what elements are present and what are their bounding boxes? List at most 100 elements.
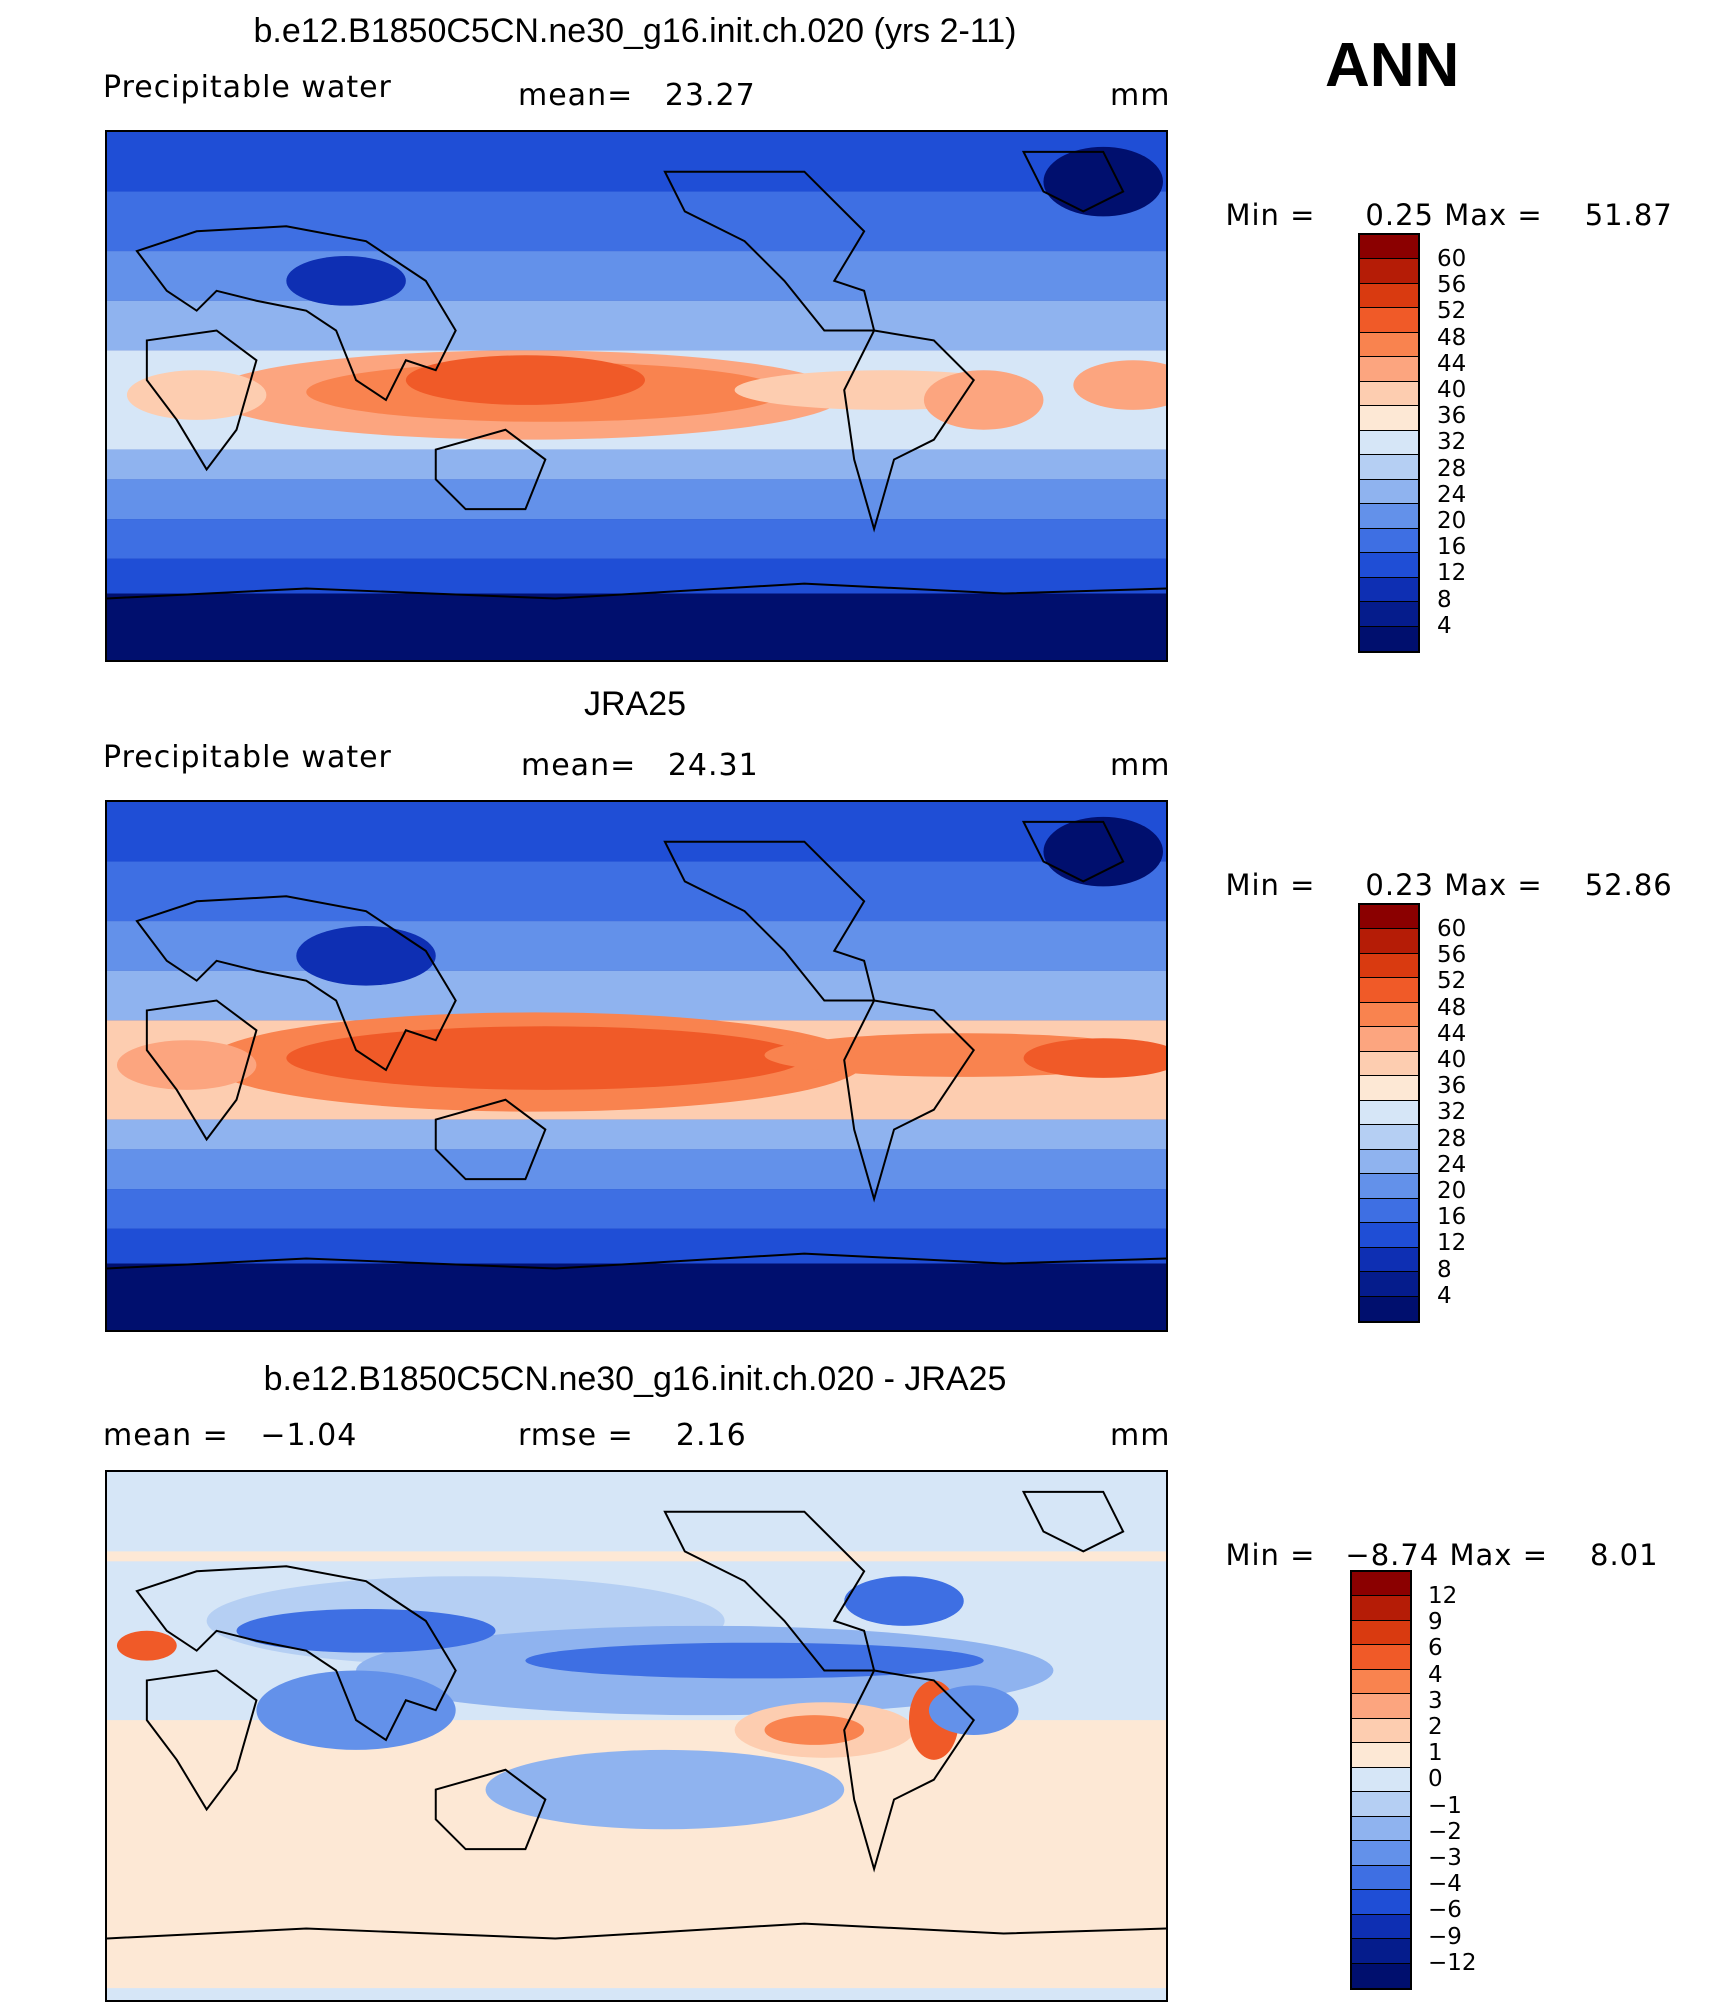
colorbar-swatch [1352,1890,1410,1915]
rmse-label-diff: rmse = 2.16 [518,1418,747,1453]
colorbar-tick-label: 16 [1437,1204,1467,1231]
units-label-model: mm [1110,78,1171,113]
colorbar-swatch [1360,978,1418,1003]
colorbar-diff [1350,1570,1412,1990]
colorbar-tick-label: −12 [1428,1949,1477,1976]
min-max-diff: Min = −8.74 Max = 8.01 [1205,1504,1659,1572]
colorbar-swatch [1360,1051,1418,1077]
colorbar-swatch [1352,1572,1410,1597]
min-label-obs: Min = [1225,868,1316,902]
colorbar-tick-label: 20 [1437,1178,1467,1204]
panel-title-obs: JRA25 [583,685,687,723]
colorbar-swatch [1360,905,1418,930]
min-label-diff: Min = [1225,1538,1316,1572]
mean-label-diff: mean = −1.04 [103,1418,358,1453]
mean-label-obs: mean= 24.31 [521,748,759,783]
max-label-model: Max = [1444,198,1543,232]
mean-label-model: mean= 23.27 [518,78,756,113]
colorbar-tick-label: 28 [1437,1125,1467,1152]
panel-title-model: b.e12.B1850C5CN.ne30_g16.init.ch.020 (yr… [253,12,1017,50]
colorbar-tick-label: 44 [1437,350,1467,377]
max-label-diff: Max = [1449,1538,1548,1572]
colorbar-tick-label: 56 [1437,942,1467,969]
colorbar-swatch [1352,1841,1410,1866]
colorbar-tick-label: 16 [1437,534,1467,561]
variable-label-model: Precipitable water [103,70,392,105]
colorbar-tick-label: −1 [1428,1792,1462,1819]
colorbar-swatch [1352,1620,1410,1646]
colorbar-swatch [1352,1792,1410,1817]
min-value-diff: −8.74 [1345,1538,1440,1572]
colorbar-swatch [1352,1767,1410,1793]
colorbar-tick-label: 56 [1437,272,1467,299]
season-label: ANN [1325,31,1460,100]
colorbar-tick-label: 20 [1437,508,1467,534]
colorbar-swatch [1360,1296,1418,1321]
colorbar-tick-label: 32 [1437,1099,1467,1126]
colorbar-swatch [1352,1963,1410,1988]
colorbar-tick-label: 48 [1437,324,1467,351]
colorbar-swatch [1352,1596,1410,1621]
colorbar-tick-label: −9 [1428,1923,1462,1950]
colorbar-swatch [1352,1694,1410,1719]
colorbar-tick-label: 36 [1437,1073,1467,1100]
max-label-obs: Max = [1444,868,1543,902]
colorbar-swatch [1352,1914,1410,1940]
colorbar-swatch [1360,1149,1418,1175]
colorbar-tick-label: 8 [1437,586,1452,613]
colorbar-tick-label: 52 [1437,968,1467,995]
precipitable-water-map-obs [105,800,1168,1332]
colorbar-tick-label: 9 [1428,1609,1443,1636]
colorbar-swatch [1360,332,1418,358]
colorbar-swatch [1352,1718,1410,1744]
colorbar-tick-label: 32 [1437,429,1467,456]
colorbar-tick-label: 12 [1437,560,1467,587]
colorbar-swatch [1360,1198,1418,1224]
min-max-model: Min = 0.25 Max = 51.87 [1205,164,1673,232]
colorbar-tick-label: −3 [1428,1845,1462,1871]
colorbar-swatch [1360,308,1418,333]
variable-label-obs: Precipitable water [103,740,392,775]
colorbar-swatch [1352,1865,1410,1891]
colorbar-swatch [1360,528,1418,554]
units-label-obs: mm [1110,748,1171,783]
colorbar-tick-label: 6 [1428,1635,1443,1662]
colorbar-tick-label: 3 [1428,1687,1443,1714]
colorbar-swatch [1360,1223,1418,1248]
colorbar-tick-label: 24 [1437,1151,1467,1178]
min-value-obs: 0.23 [1365,868,1434,902]
colorbar-swatch [1360,1100,1418,1126]
colorbar-tick-label: 1 [1428,1740,1443,1767]
colorbar-swatch [1360,1125,1418,1150]
colorbar-swatch [1360,357,1418,382]
precipitable-water-map-model [105,130,1168,662]
colorbar-tick-label: 36 [1437,403,1467,430]
colorbar-swatch [1360,406,1418,431]
colorbar-swatch [1360,553,1418,578]
colorbar-tick-label: 40 [1437,377,1467,403]
colorbar-tick-label: 60 [1437,246,1467,272]
colorbar-swatch [1360,381,1418,407]
colorbar-swatch [1352,1669,1410,1695]
colorbar-swatch [1360,1272,1418,1297]
colorbar-swatch [1360,504,1418,529]
colorbar-swatch [1360,430,1418,456]
max-value-diff: 8.01 [1590,1538,1659,1572]
colorbar-tick-label: −2 [1428,1818,1462,1845]
colorbar-tick-label: 4 [1428,1661,1443,1688]
colorbar-tick-label: −6 [1428,1897,1462,1924]
colorbar-swatch [1360,1002,1418,1028]
colorbar-swatch [1360,283,1418,309]
colorbar-swatch [1360,929,1418,954]
colorbar-swatch [1352,1743,1410,1768]
colorbar-swatch [1352,1645,1410,1670]
colorbar-swatch [1352,1816,1410,1842]
colorbar-tick-label: 12 [1428,1583,1458,1609]
colorbar-model [1358,233,1420,653]
max-value-obs: 52.86 [1584,868,1673,902]
colorbar-tick-label: 12 [1437,1230,1467,1257]
colorbar-swatch [1360,626,1418,651]
max-value-model: 51.87 [1584,198,1673,232]
colorbar-swatch [1360,259,1418,284]
colorbar-tick-label: 60 [1437,916,1467,942]
